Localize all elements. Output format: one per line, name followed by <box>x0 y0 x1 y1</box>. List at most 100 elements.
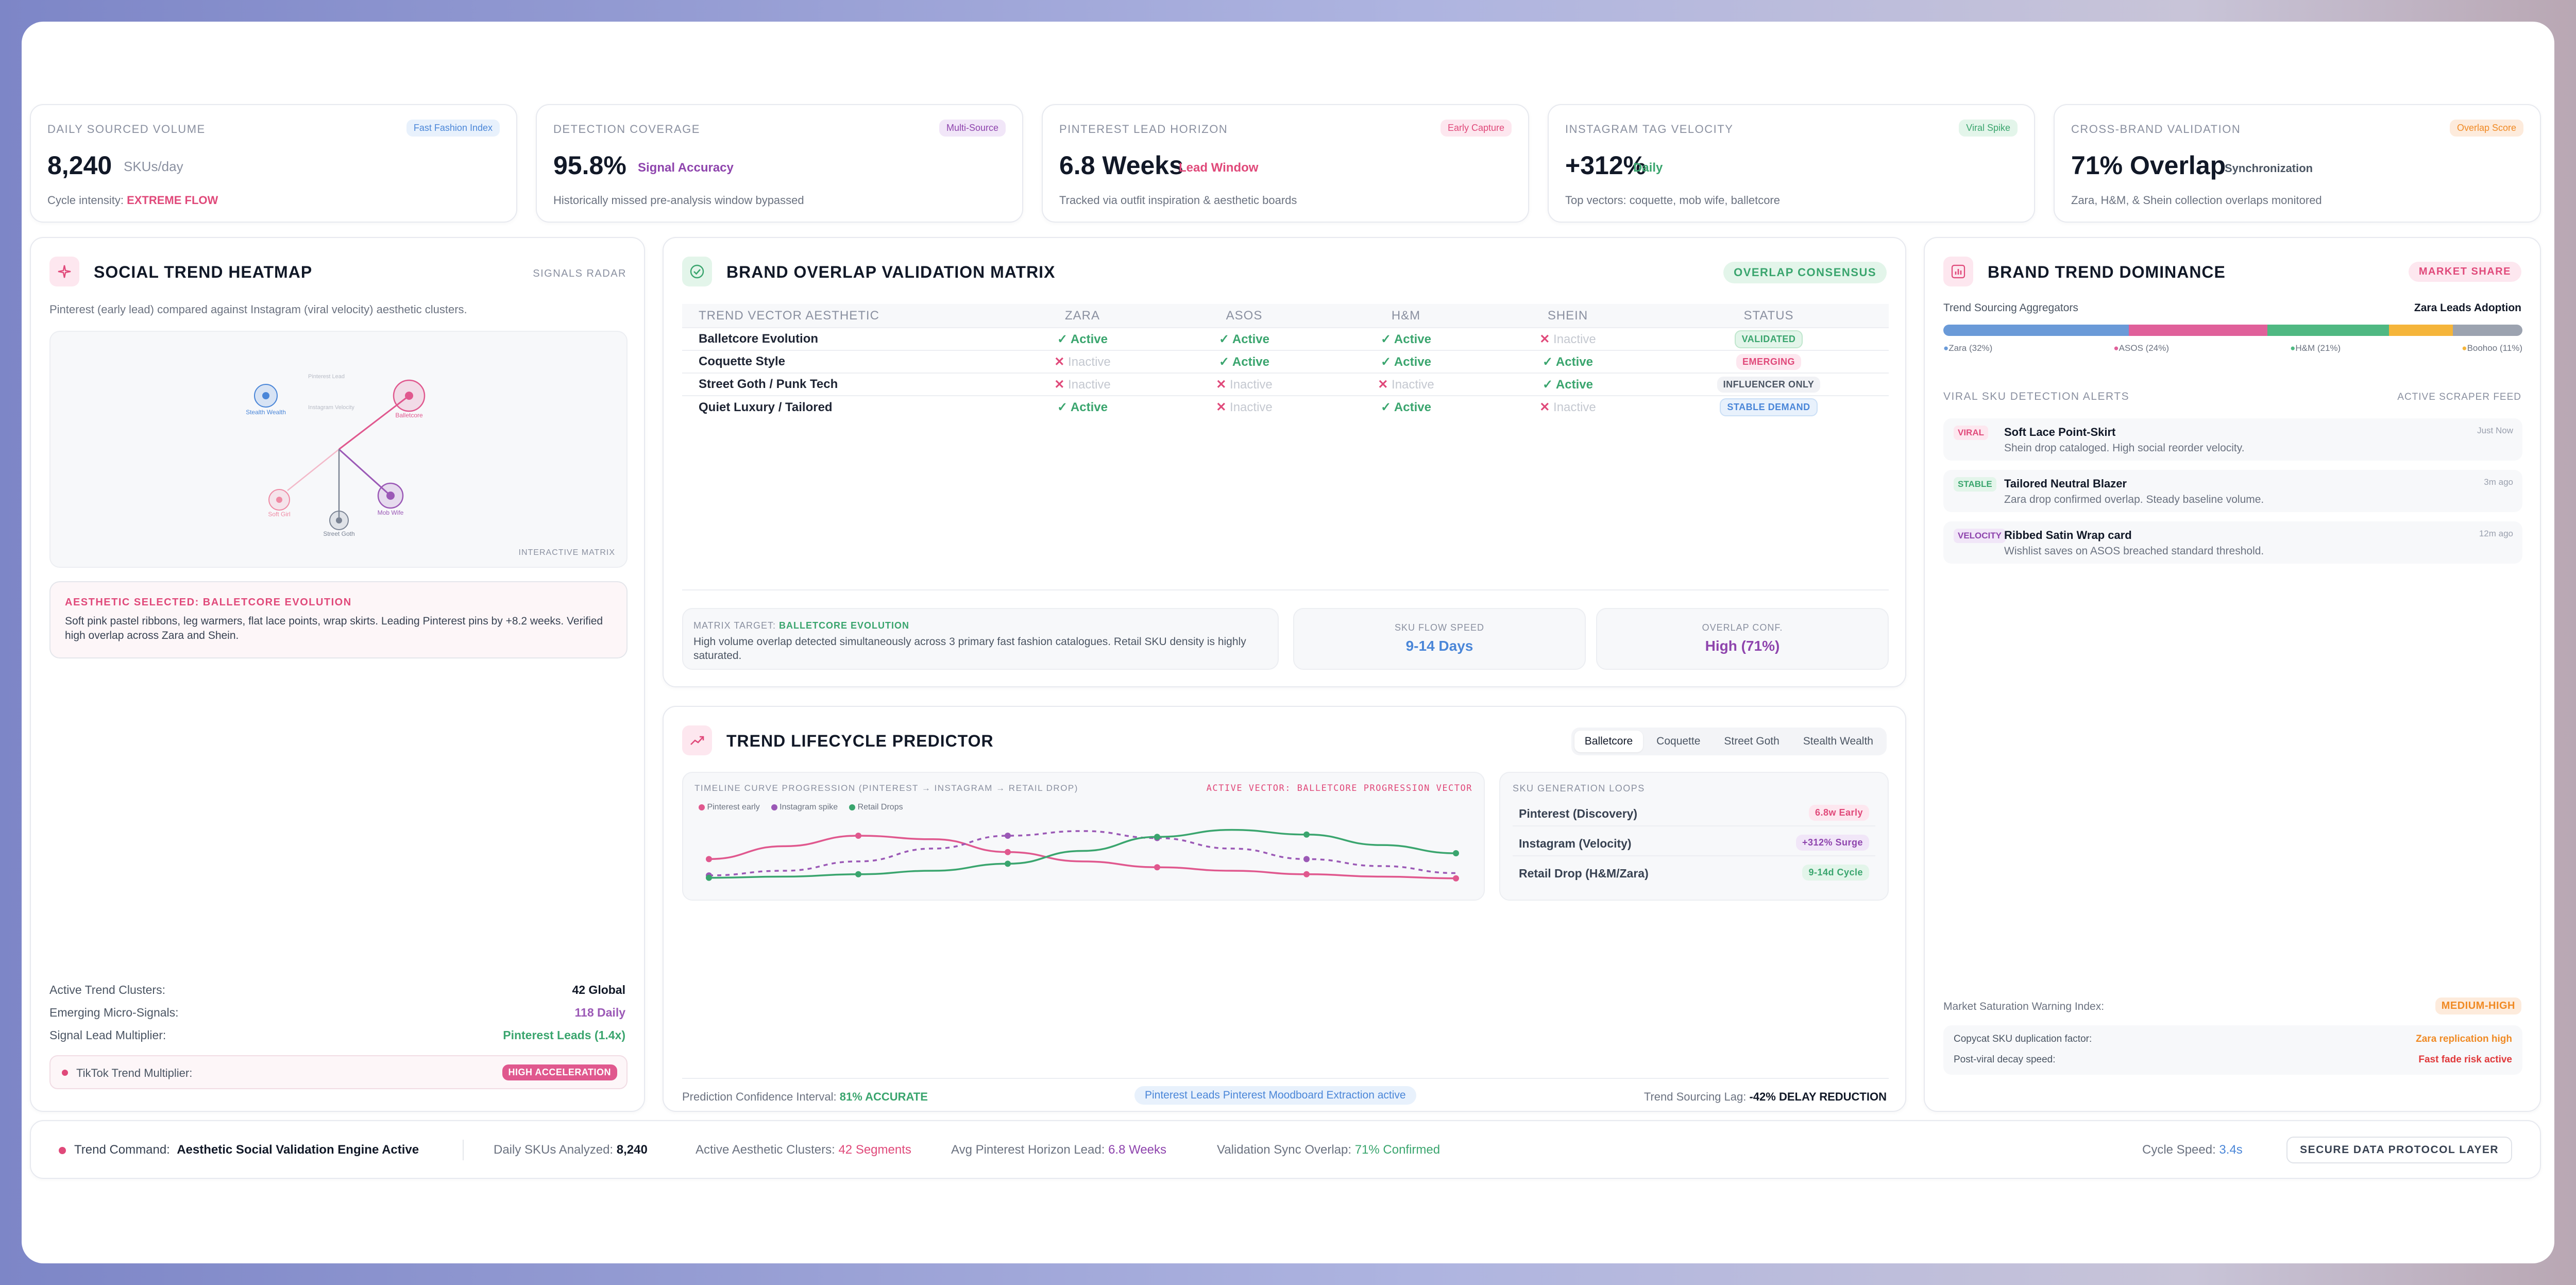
trending-up-icon <box>682 725 712 755</box>
secure-protocol-button[interactable]: SECURE DATA PROTOCOL LAYER <box>2286 1137 2512 1163</box>
cell-active: ✓ Active <box>1487 373 1649 396</box>
detail-label: Post-viral decay speed: <box>1954 1054 2056 1065</box>
tab-street-goth[interactable]: Street Goth <box>1724 735 1780 747</box>
series-point <box>706 856 712 863</box>
series-point <box>1303 871 1310 877</box>
cell-active: ✓ Active <box>1163 327 1325 350</box>
footer-command-bar: Trend Command: Aesthetic Social Validati… <box>30 1120 2541 1179</box>
share-segment <box>1943 325 2129 336</box>
metric-label: Active Trend Clusters: <box>49 983 165 996</box>
alert-item[interactable]: STABLE Tailored Neutral Blazer Zara drop… <box>1943 470 2522 512</box>
table-row[interactable]: Balletcore Evolution ✓ Active ✓ Active ✓… <box>682 327 1889 350</box>
matrix-target-heading: MATRIX TARGET: BALLETCORE EVOLUTION <box>693 620 910 631</box>
matrix-target-box: MATRIX TARGET: BALLETCORE EVOLUTION High… <box>682 608 1279 670</box>
col-header: SHEIN <box>1547 308 1588 323</box>
node-soft-girl[interactable]: Soft Girl <box>268 489 291 518</box>
node-label: Stealth Wealth <box>246 409 286 416</box>
lifecycle-chart <box>706 829 1459 882</box>
stat-unit: Daily <box>1633 161 1663 175</box>
sku-loops-box: SKU GENERATION LOOPS Pinterest (Discover… <box>1499 772 1889 901</box>
table-row[interactable]: Coquette Style ✕ Inactive ✓ Active ✓ Act… <box>682 350 1889 373</box>
alert-item[interactable]: VELOCITY Ribbed Satin Wrap card Wishlist… <box>1943 521 2522 564</box>
metric-label: Emerging Micro-Signals: <box>49 1006 179 1019</box>
dominance-panel: BRAND TREND DOMINANCE MARKET SHARE Trend… <box>1924 237 2541 1112</box>
dominance-title: BRAND TREND DOMINANCE <box>1988 263 2226 281</box>
node-label: Mob Wife <box>378 509 404 516</box>
status-dot <box>62 1070 68 1076</box>
legend-item: Instagram spike <box>771 803 838 812</box>
selected-title: AESTHETIC SELECTED: BALLETCORE EVOLUTION <box>65 597 352 608</box>
row-name: Quiet Luxury / Tailored <box>682 395 1002 418</box>
sku-flow-box: SKU FLOW SPEED 9-14 Days <box>1293 608 1586 670</box>
matrix-title: BRAND OVERLAP VALIDATION MATRIX <box>726 263 1056 281</box>
market-share-bar <box>1943 325 2522 336</box>
stat-foot: Zara, H&M, & Shein collection overlaps m… <box>2071 194 2322 207</box>
edge-label: Pinterest Lead <box>308 374 345 380</box>
loop-value: 6.8w Early <box>1808 805 1869 821</box>
stat-value: 71% Overlap <box>2071 151 2226 180</box>
stat-unit: Lead Window <box>1179 161 1259 175</box>
tab-balletcore[interactable]: Balletcore <box>1574 731 1643 752</box>
col-header: ASOS <box>1226 308 1263 323</box>
alert-time: 3m ago <box>2484 477 2513 487</box>
col-header: ZARA <box>1064 308 1100 323</box>
footer-stat: Avg Pinterest Horizon Lead: 6.8 Weeks <box>951 1143 1167 1157</box>
node-street-goth[interactable]: Street Goth <box>323 511 355 537</box>
table-row[interactable]: Quiet Luxury / Tailored ✓ Active ✕ Inact… <box>682 395 1889 418</box>
tiktok-label: TikTok Trend Multiplier: <box>76 1067 193 1079</box>
node-mob-wife[interactable]: Mob Wife <box>378 482 404 516</box>
stat-card-cross-brand: CROSS-BRAND VALIDATION Overlap Score 71%… <box>2054 104 2541 223</box>
matrix-panel: BRAND OVERLAP VALIDATION MATRIX OVERLAP … <box>663 237 1906 687</box>
status-cell: INFLUENCER ONLY <box>1649 373 1889 396</box>
heatmap-panel: SOCIAL TREND HEATMAP SIGNALS RADAR Pinte… <box>30 237 645 1112</box>
heatmap-graph[interactable]: Pinterest Lead Instagram Velocity Stealt… <box>50 332 626 567</box>
node-balletcore[interactable]: Balletcore <box>393 379 426 419</box>
node-stealth-wealth[interactable]: Stealth Wealth <box>246 384 286 416</box>
dashboard-frame: DAILY SOURCED VOLUME Fast Fashion Index … <box>22 22 2554 1263</box>
legend-item: Pinterest early <box>699 803 760 812</box>
heatmap-canvas[interactable]: Pinterest Lead Instagram Velocity Stealt… <box>49 331 628 568</box>
market-share-badge: MARKET SHARE <box>2408 262 2521 282</box>
sourcing-lag: Trend Sourcing Lag: -42% DELAY REDUCTION <box>1643 1090 1887 1103</box>
cycle-speed: Cycle Speed: 3.4s <box>2142 1143 2243 1157</box>
series-point <box>1005 849 1011 855</box>
stat-pill: Fast Fashion Index <box>406 120 500 137</box>
cell-inactive: ✕ Inactive <box>1002 350 1163 373</box>
footer-stat: Active Aesthetic Clusters: 42 Segments <box>696 1143 911 1157</box>
overlap-matrix-table: TREND VECTOR AESTHETIC ZARA ASOS H&M SHE… <box>682 304 1889 418</box>
legend-zara: ●Zara (32%) <box>1943 343 1993 353</box>
status-dot <box>59 1147 66 1154</box>
stat-card-coverage: DETECTION COVERAGE Multi-Source 95.8% Si… <box>536 104 1023 223</box>
col-header: TREND VECTOR AESTHETIC <box>699 308 879 323</box>
stat-pill: Early Capture <box>1440 120 1512 137</box>
lifecycle-title: TREND LIFECYCLE PREDICTOR <box>726 732 994 750</box>
alert-desc: Zara drop confirmed overlap. Steady base… <box>2004 494 2264 505</box>
canvas-caption: INTERACTIVE MATRIX <box>518 548 615 557</box>
col-header: STATUS <box>1743 308 1794 323</box>
footer-stat: Validation Sync Overlap: 71% Confirmed <box>1217 1143 1440 1157</box>
series-point <box>706 874 712 881</box>
tab-coquette[interactable]: Coquette <box>1656 735 1701 747</box>
stat-label: CROSS-BRAND VALIDATION <box>2071 123 2241 136</box>
loop-row: Pinterest (Discovery) 6.8w Early <box>1513 800 1875 826</box>
series-point <box>1303 831 1310 838</box>
share-segment <box>2453 325 2522 336</box>
alerts-badge: ACTIVE SCRAPER FEED <box>2397 392 2521 402</box>
status-cell: STABLE DEMAND <box>1649 395 1889 418</box>
tiktok-badge: HIGH ACCELERATION <box>502 1064 617 1080</box>
stat-unit: SKUs/day <box>124 159 183 174</box>
alert-badge: VELOCITY <box>1954 529 2006 543</box>
alert-item[interactable]: VIRAL Soft Lace Point-Skirt Shein drop c… <box>1943 418 2522 461</box>
status-badge: EMERGING <box>1736 353 1801 370</box>
alerts-title: VIRAL SKU DETECTION ALERTS <box>1943 391 2130 402</box>
cell-inactive: ✕ Inactive <box>1163 373 1325 396</box>
series-point <box>855 871 861 877</box>
table-row[interactable]: Street Goth / Punk Tech ✕ Inactive ✕ Ina… <box>682 373 1889 396</box>
aesthetic-tabs: Balletcore Coquette Street Goth Stealth … <box>1571 728 1887 755</box>
tab-stealth-wealth[interactable]: Stealth Wealth <box>1803 735 1873 747</box>
cell-active: ✓ Active <box>1002 395 1163 418</box>
series-point <box>1453 850 1459 856</box>
chart-legend: Pinterest early Instagram spike Retail D… <box>699 803 903 812</box>
check-circle-icon <box>682 257 712 286</box>
series-point <box>1154 834 1160 840</box>
